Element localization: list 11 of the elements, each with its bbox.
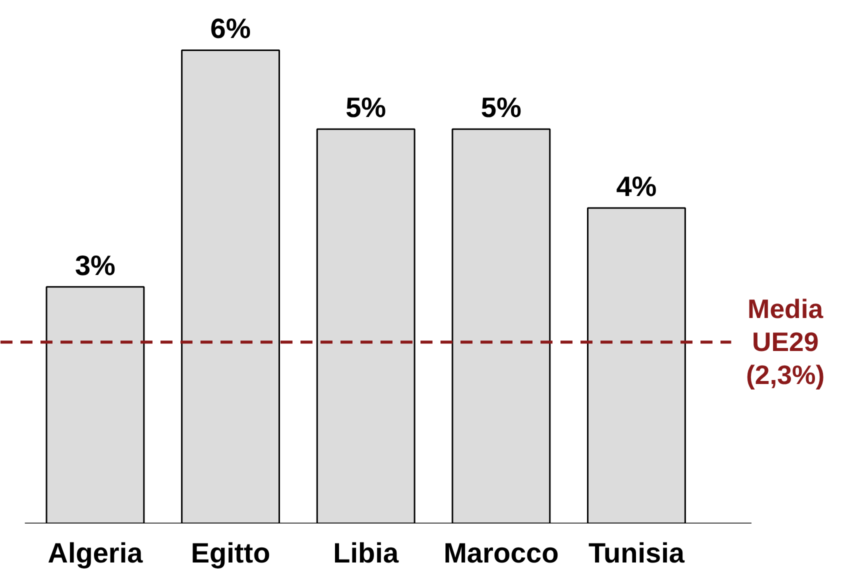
x-tick-label: Marocco xyxy=(444,538,559,568)
data-label: 4% xyxy=(616,170,657,202)
x-tick-label: Algeria xyxy=(48,538,144,568)
data-label: 5% xyxy=(480,92,522,124)
x-tick-label: Tunisia xyxy=(588,538,685,568)
data-label: 5% xyxy=(346,92,386,124)
data-label: 3% xyxy=(74,250,116,281)
x-tick-label: Libia xyxy=(333,538,399,568)
data-label: 6% xyxy=(210,13,251,44)
ref-line-label: Media UE29 (2,3%) xyxy=(746,294,825,390)
x-tick-label: Egitto xyxy=(190,538,270,568)
